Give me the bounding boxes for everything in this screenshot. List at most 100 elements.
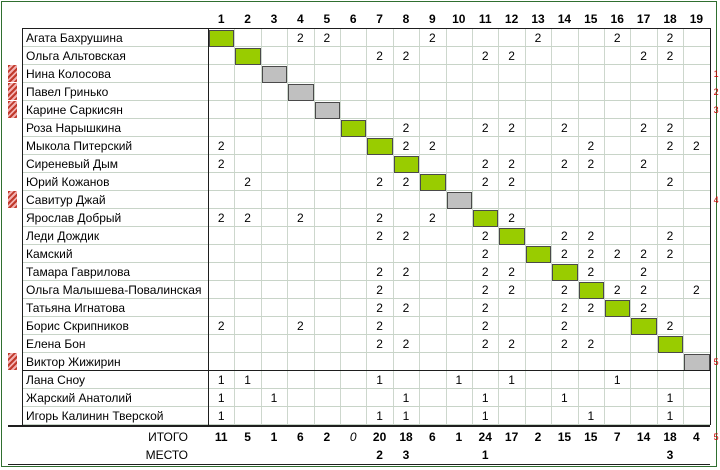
- vote-value: 2: [376, 175, 383, 189]
- column-divider: [340, 29, 341, 425]
- vote-value: 2: [613, 31, 621, 45]
- self-vote-cell: [684, 354, 710, 371]
- column-header: 2: [244, 12, 251, 26]
- row-divider: [22, 352, 710, 353]
- vote-value: 2: [508, 157, 515, 171]
- column-divider: [313, 29, 315, 425]
- table-border-top: [22, 28, 710, 29]
- vote-value: 2: [402, 337, 410, 351]
- column-header: 13: [531, 12, 545, 26]
- self-vote-cell: [367, 138, 393, 155]
- vote-value: 2: [666, 139, 674, 153]
- self-vote-cell: [631, 318, 657, 335]
- vote-value: 2: [666, 319, 674, 333]
- row-divider: [22, 46, 710, 47]
- vote-value: 2: [402, 229, 410, 243]
- column-divider: [551, 29, 553, 425]
- self-vote-cell: [261, 66, 288, 83]
- vote-value: 2: [376, 301, 383, 315]
- elimination-note: 1: [713, 69, 719, 79]
- vote-value: 2: [587, 157, 595, 171]
- vote-value: 1: [217, 391, 225, 405]
- self-vote-cell: [605, 300, 631, 317]
- total-value: 18: [663, 430, 677, 444]
- column-divider: [604, 29, 605, 425]
- vote-value: 1: [481, 409, 489, 423]
- vote-value: 2: [587, 337, 595, 351]
- row-divider: [22, 334, 710, 335]
- place-value: 1: [481, 448, 489, 462]
- vote-value: 2: [217, 211, 225, 225]
- eliminated-marker: [8, 353, 17, 370]
- vote-value: 1: [455, 373, 463, 387]
- vote-value: 2: [323, 31, 331, 45]
- self-vote-cell: [341, 120, 367, 137]
- column-header: 5: [323, 12, 331, 26]
- total-value: 6: [429, 430, 436, 444]
- column-divider: [287, 29, 289, 425]
- vote-value: 1: [270, 391, 278, 405]
- total-value: 7: [613, 430, 621, 444]
- vote-value: 2: [376, 229, 383, 243]
- row-divider: [22, 190, 710, 191]
- eliminated-marker: [8, 83, 17, 100]
- column-divider: [419, 29, 421, 425]
- self-vote-cell: [525, 246, 552, 263]
- vote-value: 2: [587, 265, 595, 279]
- total-value: 24: [478, 430, 492, 444]
- self-vote-cell: [209, 30, 235, 47]
- column-header: 8: [402, 12, 410, 26]
- player-name: Борис Скрипников: [26, 319, 129, 333]
- row-divider: [22, 226, 710, 227]
- total-value: 14: [636, 430, 651, 444]
- vote-value: 1: [376, 373, 383, 387]
- player-name: Савитур Джай: [26, 193, 106, 207]
- vote-value: 2: [481, 301, 489, 315]
- vote-value: 2: [217, 319, 225, 333]
- column-divider: [234, 29, 236, 425]
- vote-value: 1: [376, 409, 383, 423]
- vote-value: 2: [561, 319, 568, 333]
- vote-value: 2: [508, 283, 515, 297]
- total-value: 1: [455, 430, 463, 444]
- vote-value: 2: [297, 31, 304, 45]
- vote-value: 2: [481, 319, 489, 333]
- players-separator: [22, 370, 710, 371]
- self-vote-cell: [578, 282, 604, 299]
- row-divider: [22, 64, 710, 65]
- self-vote-cell: [235, 48, 261, 65]
- column-header: 7: [376, 12, 383, 26]
- vote-value: 1: [402, 391, 410, 405]
- elimination-note: 2: [713, 87, 719, 97]
- column-header: 16: [610, 12, 624, 26]
- vote-value: 1: [561, 391, 568, 405]
- row-divider: [22, 298, 710, 299]
- vote-value: 2: [481, 265, 489, 279]
- vote-value: 2: [376, 319, 383, 333]
- player-name: Леди Дождик: [26, 229, 100, 243]
- totals-label: ИТОГО: [148, 430, 188, 444]
- vote-value: 2: [666, 121, 674, 135]
- elimination-note: 5: [713, 357, 719, 367]
- voter-name: Жарский Анатолий: [26, 391, 132, 405]
- places-label: МЕСТО: [145, 448, 188, 462]
- column-header: 12: [504, 12, 519, 26]
- column-divider: [498, 29, 500, 425]
- total-value: 2: [323, 430, 331, 444]
- player-name: Татьяна Игнатова: [26, 301, 126, 315]
- vote-value: 2: [561, 121, 568, 135]
- vote-value: 2: [297, 211, 304, 225]
- vote-value: 1: [613, 373, 621, 387]
- vote-value: 2: [693, 139, 700, 153]
- column-header: 17: [636, 12, 651, 26]
- vote-value: 2: [561, 247, 568, 261]
- column-header: 10: [452, 12, 466, 26]
- totals-note: 5: [713, 432, 719, 442]
- vote-value: 2: [561, 283, 568, 297]
- player-name: Ярослав Добрый: [26, 211, 122, 225]
- table-border-bottom: [8, 425, 710, 427]
- vote-value: 2: [481, 121, 489, 135]
- player-name: Юрий Кожанов: [26, 175, 110, 189]
- vote-value: 2: [402, 139, 410, 153]
